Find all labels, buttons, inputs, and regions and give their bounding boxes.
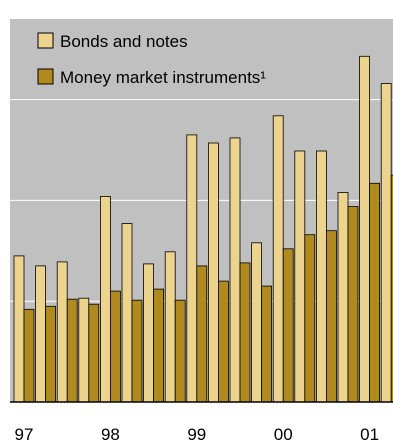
bar-bonds-and-notes — [164, 251, 176, 403]
bar-bonds-and-notes — [272, 115, 284, 403]
bar-bonds-and-notes — [186, 134, 198, 403]
bar-bonds-and-notes — [337, 191, 349, 403]
bar-money-market — [217, 280, 229, 403]
bar-bonds-and-notes — [251, 242, 263, 403]
bar-bonds-and-notes — [207, 142, 219, 403]
x-tick-label: 97 — [15, 425, 34, 442]
bar-bonds-and-notes — [100, 195, 111, 403]
bar-money-market — [390, 174, 393, 403]
bar-bonds-and-notes — [315, 150, 327, 403]
bar-money-market — [239, 262, 251, 403]
bar-bonds-and-notes — [78, 297, 90, 403]
bar-money-market — [153, 288, 165, 403]
x-tick-labels: 97 98 99 00 01 — [15, 425, 380, 442]
bar-money-market — [88, 303, 100, 403]
bars — [13, 55, 393, 403]
bar-money-market — [174, 299, 186, 403]
bar-money-market — [45, 305, 56, 403]
bar-bonds-and-notes — [359, 55, 371, 403]
bar-money-market — [66, 298, 78, 403]
legend-label-money-market: Money market instruments¹ — [60, 68, 266, 87]
bar-money-market — [304, 234, 316, 403]
bar-bonds-and-notes — [56, 261, 68, 403]
bar-bonds-and-notes — [13, 255, 25, 403]
bar-bonds-and-notes — [380, 83, 392, 403]
bar-bonds-and-notes — [294, 150, 306, 403]
x-tick-label: 98 — [101, 425, 120, 442]
bar-money-market — [23, 308, 35, 403]
bar-money-market — [325, 230, 337, 403]
bar-bonds-and-notes — [143, 263, 155, 403]
bar-money-market — [347, 206, 359, 403]
legend-label-bonds: Bonds and notes — [60, 32, 188, 51]
bar-bonds-and-notes — [35, 265, 46, 403]
legend-swatch-money-market — [37, 68, 54, 85]
bar-money-market — [261, 285, 273, 403]
legend: Bonds and notes Money market instruments… — [37, 32, 266, 87]
x-tick-label: 01 — [360, 425, 379, 442]
legend-swatch-bonds — [37, 32, 54, 49]
bar-money-market — [131, 299, 143, 403]
bar-bonds-and-notes — [229, 137, 241, 403]
x-tick-label: 00 — [274, 425, 293, 442]
x-tick-label: 99 — [187, 425, 206, 442]
bar-money-market — [369, 182, 381, 403]
bar-bonds-and-notes — [121, 223, 133, 403]
bar-money-market — [110, 290, 121, 403]
bar-money-market — [282, 248, 294, 403]
bar-money-market — [196, 265, 208, 403]
